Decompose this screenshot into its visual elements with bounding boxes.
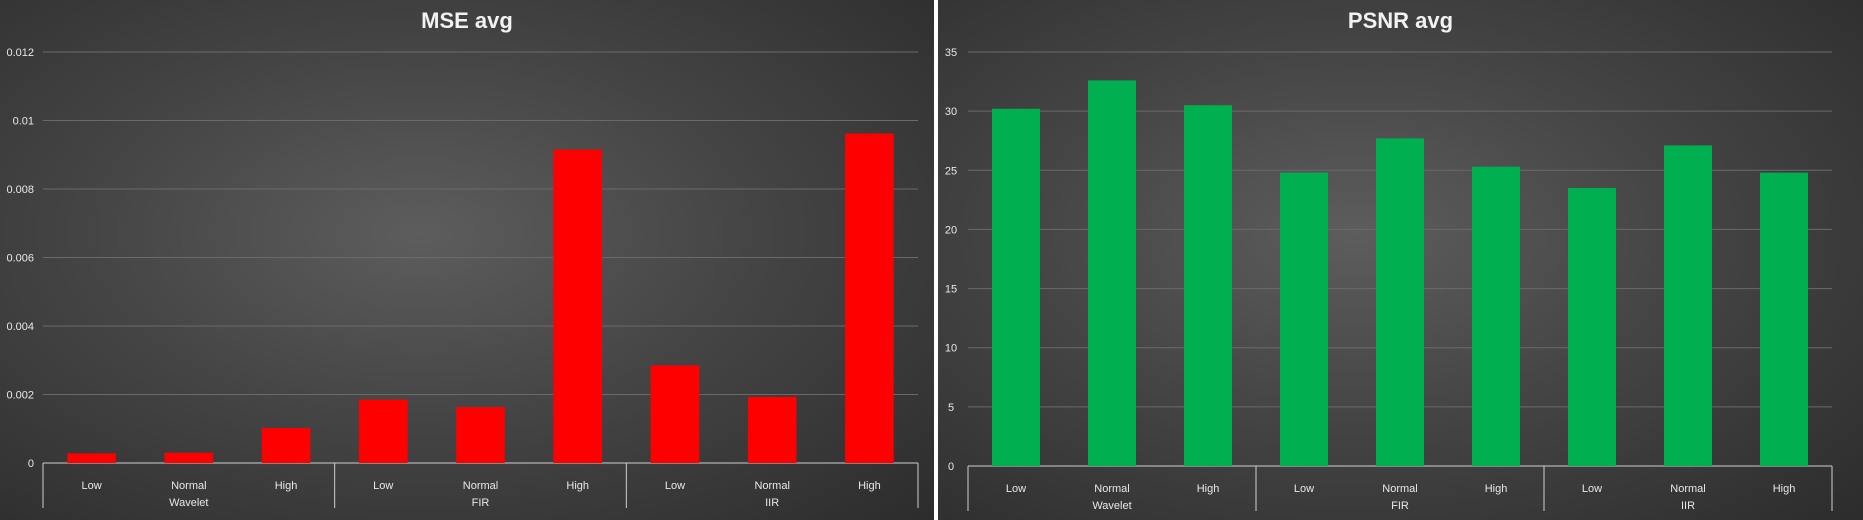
mse-category-label: Normal	[754, 480, 789, 492]
mse-bar	[261, 428, 311, 463]
psnr-group-label: FIR	[1391, 500, 1409, 512]
psnr-chart-panel: PSNR avg 0 5 10 15 20 25 30 35 Low Normal High Low N…	[938, 0, 1863, 520]
mse-y-tick-label: 0.01	[13, 116, 34, 128]
psnr-category-label: High	[1485, 483, 1508, 495]
mse-bar	[456, 407, 505, 463]
mse-category-label: Normal	[463, 480, 498, 492]
mse-group-label: IIR	[765, 497, 779, 509]
mse-y-tick-label: 0.002	[6, 390, 34, 402]
mse-y-tick-label: 0	[28, 458, 34, 470]
psnr-category-label: Low	[1006, 483, 1026, 495]
psnr-y-tick-label: 5	[948, 402, 954, 414]
mse-category-label: Low	[82, 480, 102, 492]
mse-y-tick-label: 0.004	[6, 321, 34, 333]
psnr-bar	[1472, 166, 1520, 467]
mse-chart-panel: MSE avg 0 0.002 0.004 0.006 0.008 0.01 0.012 Lo…	[0, 0, 934, 520]
psnr-y-tick-label: 25	[945, 165, 957, 177]
psnr-category-label: Normal	[1094, 483, 1129, 495]
psnr-bar	[1088, 80, 1136, 466]
mse-y-tick-label: 0.012	[6, 47, 34, 59]
psnr-bar	[1376, 138, 1424, 466]
psnr-bar	[1280, 172, 1328, 466]
mse-chart: 0 0.002 0.004 0.006 0.008 0.01 0.012 Low Normal H…	[6, 47, 919, 509]
mse-category-label: Low	[665, 480, 685, 492]
psnr-bar	[1184, 105, 1232, 466]
mse-bar	[358, 399, 408, 463]
psnr-group-label: Wavelet	[1092, 500, 1131, 512]
mse-bar	[747, 396, 797, 463]
psnr-y-tick-label: 10	[945, 343, 957, 355]
psnr-bar	[1760, 172, 1808, 466]
psnr-category-label: Normal	[1670, 483, 1705, 495]
psnr-bar	[992, 108, 1040, 466]
mse-y-tick-label: 0.008	[6, 184, 34, 196]
mse-bar	[164, 452, 214, 463]
psnr-y-tick-label: 15	[945, 284, 957, 296]
psnr-bar	[1568, 188, 1616, 466]
mse-chart-title: MSE avg	[421, 8, 513, 33]
psnr-category-label: Low	[1294, 483, 1314, 495]
psnr-chart-title: PSNR avg	[1347, 8, 1454, 33]
psnr-y-tick-label: 0	[948, 461, 954, 473]
psnr-y-tick-label: 20	[945, 224, 957, 236]
psnr-category-label: Normal	[1382, 483, 1417, 495]
mse-group-label: FIR	[472, 497, 490, 509]
psnr-y-tick-label: 35	[945, 47, 957, 59]
mse-category-label: Normal	[171, 480, 206, 492]
psnr-category-label: High	[1773, 483, 1796, 495]
mse-bar	[553, 149, 603, 464]
psnr-y-tick-label: 30	[945, 106, 957, 118]
psnr-category-label: High	[1197, 483, 1220, 495]
mse-category-label: High	[858, 480, 881, 492]
mse-y-tick-label: 0.006	[6, 253, 34, 265]
psnr-bar	[1664, 145, 1712, 466]
mse-category-label: High	[566, 480, 589, 492]
psnr-group-label: IIR	[1681, 500, 1695, 512]
mse-group-label: Wavelet	[169, 497, 208, 509]
mse-bar	[650, 365, 700, 463]
mse-category-label: Low	[373, 480, 393, 492]
mse-bar	[845, 133, 894, 463]
mse-bar	[67, 453, 116, 463]
psnr-category-label: Low	[1582, 483, 1602, 495]
psnr-chart: 0 5 10 15 20 25 30 35 Low Normal High Low Normal High…	[945, 47, 1833, 512]
mse-category-label: High	[275, 480, 298, 492]
